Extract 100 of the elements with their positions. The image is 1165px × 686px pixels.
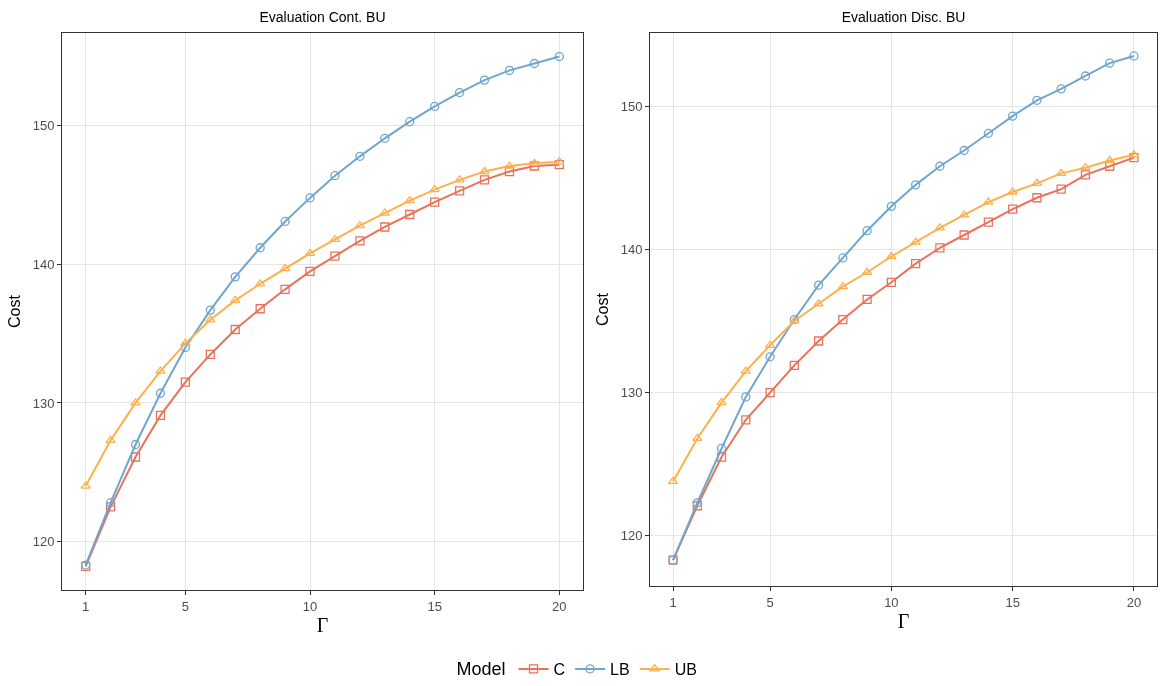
point bbox=[1056, 184, 1066, 194]
point bbox=[1129, 51, 1139, 61]
point bbox=[1055, 168, 1067, 177]
point bbox=[479, 75, 490, 85]
point bbox=[280, 216, 290, 227]
point bbox=[1007, 187, 1018, 195]
point bbox=[180, 377, 191, 387]
point bbox=[105, 435, 116, 444]
point bbox=[279, 263, 291, 272]
y-tick-label: 130 bbox=[32, 395, 55, 411]
y-tick-label: 150 bbox=[620, 98, 643, 114]
point bbox=[230, 324, 240, 335]
point bbox=[765, 387, 775, 398]
x-tick-label: 5 bbox=[181, 598, 190, 614]
point bbox=[454, 87, 465, 98]
x-tick-label: 5 bbox=[766, 594, 774, 610]
point bbox=[813, 336, 824, 346]
point bbox=[504, 65, 515, 76]
point bbox=[380, 222, 390, 232]
point bbox=[692, 433, 703, 442]
point bbox=[405, 209, 415, 220]
point bbox=[105, 498, 116, 508]
legend-label: LB bbox=[610, 661, 630, 679]
point bbox=[1032, 193, 1042, 203]
point bbox=[130, 398, 141, 406]
point bbox=[813, 299, 824, 307]
point bbox=[429, 184, 440, 193]
point bbox=[789, 360, 799, 371]
point bbox=[280, 284, 290, 294]
point bbox=[255, 243, 265, 253]
point bbox=[255, 304, 265, 314]
y-tick-label: 120 bbox=[32, 534, 55, 550]
point bbox=[105, 502, 116, 512]
point bbox=[983, 128, 994, 138]
x-tick-label: 20 bbox=[1126, 594, 1142, 610]
y-tick-label: 150 bbox=[32, 118, 55, 134]
y-tick-label: 130 bbox=[620, 385, 643, 401]
point bbox=[667, 476, 679, 485]
point bbox=[329, 234, 341, 243]
point bbox=[229, 295, 241, 304]
point bbox=[716, 397, 727, 406]
legend-label: UB bbox=[674, 661, 697, 679]
point bbox=[1104, 155, 1115, 164]
point bbox=[838, 314, 848, 325]
point bbox=[1129, 152, 1139, 163]
point bbox=[935, 243, 945, 253]
legend-label: C bbox=[553, 661, 566, 679]
point bbox=[554, 157, 565, 165]
point bbox=[155, 388, 166, 398]
point bbox=[716, 452, 727, 462]
x-tick-label: 1 bbox=[82, 598, 90, 614]
y-axis-title: Cost bbox=[5, 294, 23, 328]
point bbox=[205, 305, 215, 315]
point bbox=[355, 236, 365, 246]
point bbox=[959, 145, 969, 156]
point bbox=[230, 272, 240, 282]
point bbox=[1080, 163, 1091, 171]
point bbox=[205, 349, 215, 360]
y-tick-label: 140 bbox=[32, 256, 55, 272]
point bbox=[529, 58, 540, 69]
point bbox=[935, 161, 945, 171]
point bbox=[862, 226, 872, 236]
x-tick-label: 15 bbox=[427, 598, 442, 614]
point bbox=[529, 158, 540, 166]
point bbox=[130, 452, 141, 462]
point bbox=[1080, 170, 1091, 180]
point bbox=[983, 197, 994, 205]
y-axis-title: Cost bbox=[593, 292, 611, 326]
point bbox=[454, 186, 465, 196]
point bbox=[330, 171, 340, 181]
point bbox=[1031, 178, 1043, 187]
x-axis-title: Γ bbox=[316, 613, 329, 636]
point bbox=[716, 443, 727, 454]
y-tick-label: 140 bbox=[620, 241, 643, 257]
point bbox=[305, 266, 315, 276]
point bbox=[330, 251, 340, 261]
point bbox=[504, 166, 515, 177]
legend-title: Model bbox=[456, 659, 506, 680]
point bbox=[554, 159, 564, 170]
point bbox=[741, 415, 751, 425]
point bbox=[959, 230, 969, 240]
point bbox=[205, 315, 216, 323]
point bbox=[1008, 204, 1018, 214]
point bbox=[479, 175, 490, 185]
x-axis-title: Γ bbox=[897, 609, 910, 632]
point bbox=[454, 175, 465, 183]
point bbox=[155, 366, 166, 374]
point bbox=[155, 410, 166, 421]
point bbox=[80, 481, 91, 489]
x-tick-label: 15 bbox=[1005, 594, 1020, 610]
point bbox=[305, 193, 315, 203]
point bbox=[910, 237, 921, 245]
point bbox=[355, 151, 365, 161]
point bbox=[741, 392, 751, 402]
point bbox=[886, 277, 897, 287]
point bbox=[838, 253, 848, 263]
x-tick-label: 10 bbox=[884, 594, 899, 610]
point bbox=[886, 201, 897, 211]
point bbox=[354, 220, 366, 229]
point bbox=[405, 117, 415, 127]
